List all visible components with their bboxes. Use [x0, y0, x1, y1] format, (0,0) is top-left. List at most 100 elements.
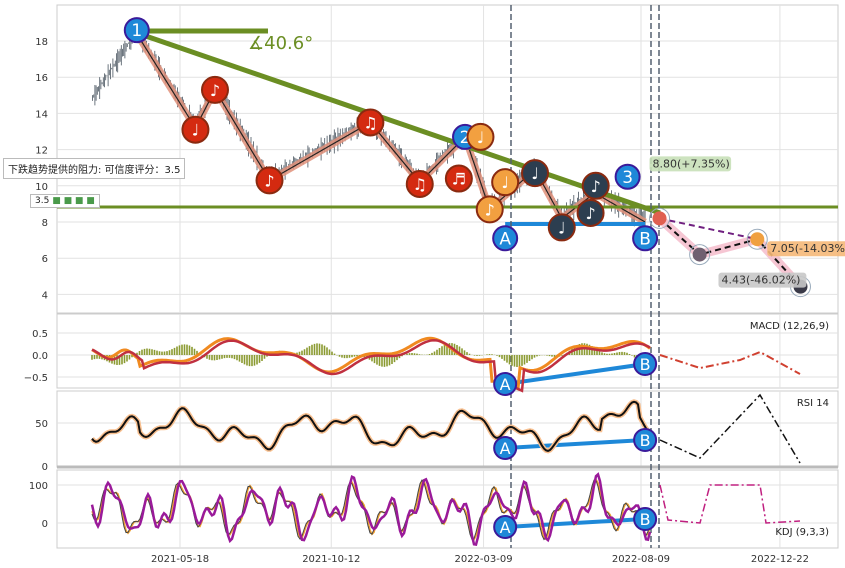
- y-tick-label: 18: [35, 37, 48, 48]
- divergence-marker: [633, 428, 658, 452]
- y-tick-label: 0.0: [32, 351, 48, 362]
- rsi-forecast: [659, 393, 801, 464]
- signal-marker-label: ♪: [591, 177, 601, 196]
- signal-marker-label: ♫: [363, 113, 377, 132]
- y-tick-label: 12: [35, 146, 48, 157]
- forecast-label-bg: [767, 241, 845, 257]
- kdj-label: KDJ (9,3,3): [775, 527, 829, 538]
- forecast-line: [658, 217, 802, 288]
- y-tick-label: 0: [42, 519, 48, 530]
- divergence-line-macd: [504, 362, 646, 386]
- signal-marker: [614, 163, 641, 190]
- forecast-label-bg: [649, 156, 732, 172]
- signal-marker-label: ♩: [558, 218, 566, 237]
- macd-signal-line: [91, 336, 651, 392]
- signal-marker: [492, 225, 519, 252]
- signal-marker-label: ♬: [452, 170, 466, 189]
- forecast-label-bg: [718, 272, 807, 288]
- rating-badge: 3.5 ■ ■ ■ ■: [30, 194, 100, 208]
- x-tick-label: 2021-10-12: [302, 554, 360, 565]
- signal-marker-label: ♪: [485, 200, 495, 219]
- divergence-marker-label: B: [640, 431, 651, 450]
- y-tick-label: −0.5: [24, 373, 48, 384]
- signal-marker-label: A: [499, 229, 511, 249]
- kdj-j-line: [90, 472, 652, 547]
- rating-value: 3.5: [35, 196, 50, 206]
- y-tick-label: 14: [35, 109, 48, 120]
- divergence-marker: [633, 507, 658, 531]
- signal-marker: [444, 164, 473, 193]
- signal-marker: [356, 108, 385, 137]
- downtrend-line: [136, 30, 661, 216]
- divergence-marker: [493, 372, 518, 396]
- rating-stars-icon: ■ ■ ■ ■: [52, 196, 95, 206]
- macd-label: MACD (12,26,9): [749, 321, 829, 332]
- divergence-marker-label: A: [500, 518, 511, 537]
- x-tick-label: 2021-05-18: [151, 554, 209, 565]
- macd-line: [91, 339, 651, 393]
- divergence-marker-label: A: [500, 375, 511, 394]
- signal-marker-label: ♩: [192, 121, 200, 140]
- forecast-label: 7.05(-14.03%): [770, 242, 845, 255]
- y-tick-label: 50: [35, 419, 48, 430]
- forecast-point: [652, 211, 667, 226]
- x-tick-label: 2022-03-09: [454, 554, 512, 565]
- divergence-marker-label: B: [640, 510, 651, 529]
- kdj-forecast: [659, 484, 801, 524]
- forecast-point: [750, 232, 765, 247]
- y-tick-label: 6: [42, 254, 48, 265]
- signal-marker-label: 3: [622, 168, 633, 188]
- signal-marker: [405, 169, 434, 198]
- forecast-ring: [746, 228, 768, 250]
- signal-marker: [181, 115, 210, 144]
- rsi-label: RSI 14: [796, 398, 829, 409]
- divergence-marker-label: B: [640, 355, 651, 374]
- forecast-point: [692, 247, 707, 262]
- y-tick-label: 100: [29, 481, 48, 492]
- signal-marker: [491, 168, 520, 197]
- signal-marker-label: 2: [460, 128, 471, 148]
- divergence-marker: [493, 436, 518, 460]
- signal-marker: [632, 225, 659, 252]
- resistance-note: 下跌趋势提供的阻力: 可信度评分：3.5: [3, 158, 186, 179]
- divergence-line-rsi: [505, 438, 646, 450]
- y-tick-label: 10: [35, 182, 48, 193]
- y-tick-label: 16: [35, 73, 48, 84]
- signal-marker-label: ♩: [531, 164, 539, 183]
- signal-marker-label: ♫: [413, 175, 427, 194]
- divergence-marker: [493, 515, 518, 539]
- signal-marker-label: B: [639, 229, 651, 249]
- signal-marker-label: ♩: [477, 128, 485, 147]
- signal-marker-label: ♪: [585, 204, 595, 223]
- rsi-line: [91, 400, 651, 452]
- signal-marker-label: ♪: [264, 171, 274, 190]
- y-tick-label: 0: [42, 462, 48, 473]
- signal-marker: [200, 75, 229, 104]
- forecast-ring: [689, 244, 711, 266]
- signal-marker: [581, 171, 610, 200]
- signal-marker: [521, 159, 550, 188]
- forecast-alt-line: [659, 217, 758, 241]
- signal-marker: [475, 195, 504, 224]
- forecast-label: 4.43(-46.02%): [721, 274, 800, 287]
- divergence-marker: [633, 352, 658, 376]
- y-tick-label: 8: [42, 218, 48, 229]
- y-tick-label: 0.5: [32, 329, 48, 340]
- x-tick-label: 2022-12-22: [751, 554, 809, 565]
- signal-marker-label: 1: [131, 21, 142, 41]
- signal-marker: [466, 122, 495, 151]
- forecast-label: 8.80(+7.35%): [653, 157, 730, 170]
- forecast-ring: [649, 207, 671, 229]
- signal-marker: [547, 213, 576, 242]
- x-tick-label: 2022-08-09: [612, 554, 670, 565]
- signal-marker: [123, 17, 150, 44]
- signal-marker: [576, 198, 605, 227]
- divergence-marker-label: A: [500, 439, 511, 458]
- signal-marker: [255, 166, 284, 195]
- signal-marker-label: ♪: [210, 81, 220, 100]
- trend-angle-label: ∡40.6°: [248, 33, 313, 54]
- signal-marker-label: ♩: [501, 173, 509, 192]
- macd-forecast: [659, 350, 801, 375]
